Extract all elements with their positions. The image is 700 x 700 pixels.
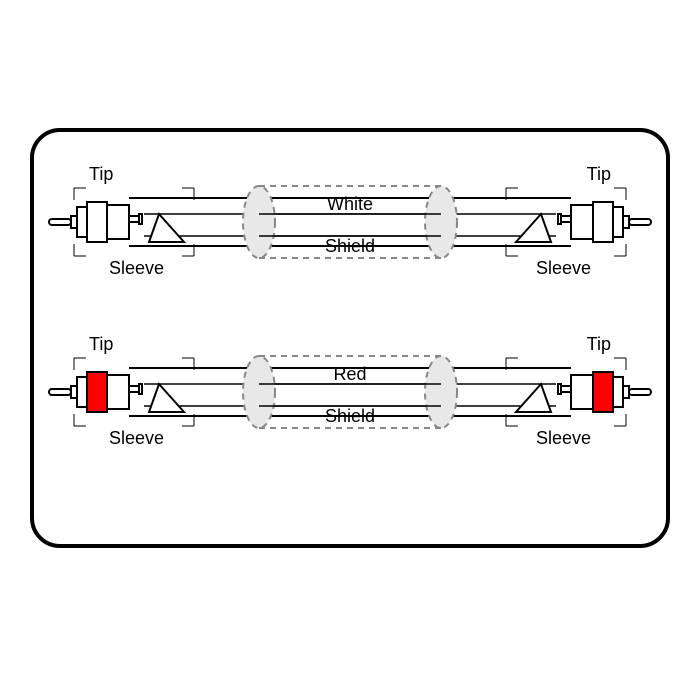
- diagram-frame: White Shield Tip Sleeve Tip Sleeve Red Shield Ti…: [30, 128, 670, 548]
- sleeve-label-left: Sleeve: [109, 258, 164, 278]
- red-cable: Red Shield Tip Sleeve Tip Sleeve: [49, 334, 651, 448]
- shield-label: Shield: [325, 406, 375, 426]
- tip-label-left: Tip: [89, 334, 113, 354]
- tip-label-left: Tip: [89, 164, 113, 184]
- connector-left: [49, 202, 184, 242]
- sleeve-label-left: Sleeve: [109, 428, 164, 448]
- tip-label-right: Tip: [587, 164, 611, 184]
- connector-right: [516, 202, 651, 242]
- wiring-svg: White Shield Tip Sleeve Tip Sleeve Red Shield Ti…: [34, 132, 666, 544]
- sleeve-label-right: Sleeve: [536, 258, 591, 278]
- conductor-label: White: [327, 194, 373, 214]
- white-cable: White Shield Tip Sleeve Tip Sleeve: [49, 164, 651, 278]
- conductor-label: Red: [333, 364, 366, 384]
- shield-label: Shield: [325, 236, 375, 256]
- sleeve-label-right: Sleeve: [536, 428, 591, 448]
- tip-label-right: Tip: [587, 334, 611, 354]
- connector-right: [516, 372, 651, 412]
- connector-left: [49, 372, 184, 412]
